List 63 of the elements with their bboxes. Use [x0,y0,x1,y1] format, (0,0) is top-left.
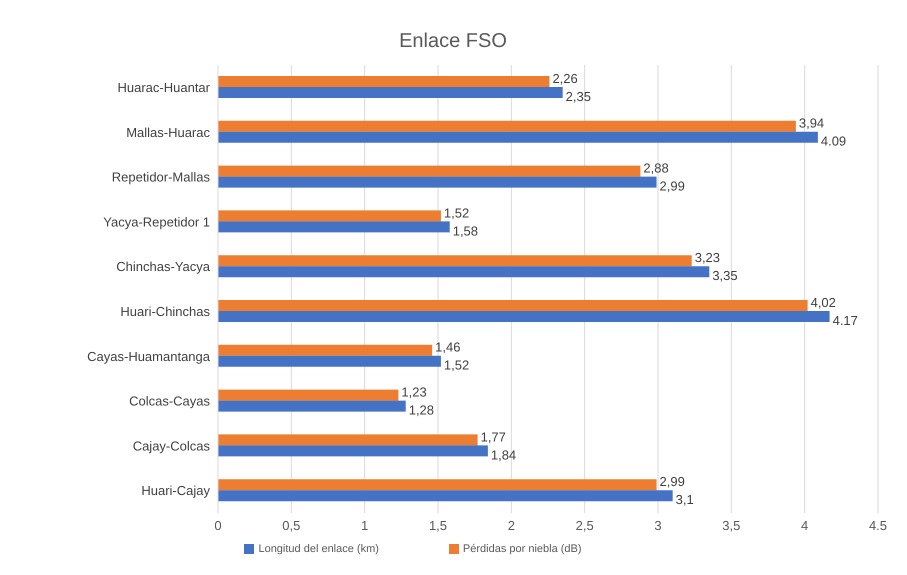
bar [218,87,563,98]
x-tick-label: 2,5 [576,518,594,534]
y-tick-label: Huarac-Huantar [118,80,211,96]
x-tick-label: 2 [508,518,515,534]
x-tick-label: 3 [654,518,662,534]
bar [218,176,657,188]
x-tick-label: 3,5 [722,518,740,534]
y-tick-label: Cajay-Colcas [132,438,210,454]
y-tick-label: Colcas-Cayas [129,394,210,409]
data-label: 1,84 [490,447,516,462]
bar [218,390,398,401]
x-tick-label: 0,5 [282,518,300,534]
bar [218,210,441,222]
bar [218,311,830,322]
bar [218,76,550,87]
data-label: 4,02 [810,294,836,310]
bar [218,479,657,490]
y-tick-label: Chinchas-Yacya [116,259,211,274]
x-tick-label: 1,5 [428,518,448,534]
x-tick-label: 1 [361,518,368,534]
data-label: 2,26 [552,70,578,86]
data-label: 2,88 [643,160,669,176]
x-tick-label: 4.5 [868,518,888,534]
data-label: 2,99 [660,178,685,194]
data-label: 3,94 [798,116,824,131]
bar [218,400,406,412]
data-label: 2,35 [566,88,591,104]
data-label: 1,52 [444,358,470,373]
data-label: 1,46 [435,340,460,355]
data-label: 3,1 [676,492,694,508]
data-label: 4.17 [832,312,858,328]
data-label: 4.09 [820,134,846,149]
chart-title: Enlace FSO [398,29,508,54]
data-label: 3,35 [712,268,738,284]
bar [218,344,432,356]
y-tick-label: Huari-Cajay [141,483,210,498]
data-label: 1,52 [444,205,470,220]
y-tick-label: Cayas-Huamantanga [87,348,211,364]
y-tick-label: Huari-Chinchas [120,304,210,320]
legend-label: Pérdidas por niebla (dB) [462,543,582,555]
bar [218,356,441,367]
x-tick-label: 0 [214,518,222,534]
bar [218,445,488,456]
bar [218,300,808,311]
data-label: 1,77 [480,429,506,444]
x-tick-label: 4 [801,518,808,534]
bar [218,434,478,446]
data-label: 1,23 [401,384,427,400]
data-label: 2,99 [660,474,685,490]
bar [218,120,796,132]
y-tick-label: Yacya-Repetidor 1 [103,214,210,230]
data-label: 1,28 [408,402,434,418]
bar [218,266,710,278]
bar [218,132,818,143]
bar [218,166,640,177]
bar [218,490,673,502]
legend-label: Longitud del enlace (km) [258,543,379,555]
y-tick-label: Repetidor-Mallas [112,170,210,185]
bar [218,255,692,266]
y-tick-label: Mallas-Huarac [126,124,210,140]
data-label: 3,23 [694,250,720,266]
data-label: 1,58 [452,223,478,238]
bar [218,221,450,232]
